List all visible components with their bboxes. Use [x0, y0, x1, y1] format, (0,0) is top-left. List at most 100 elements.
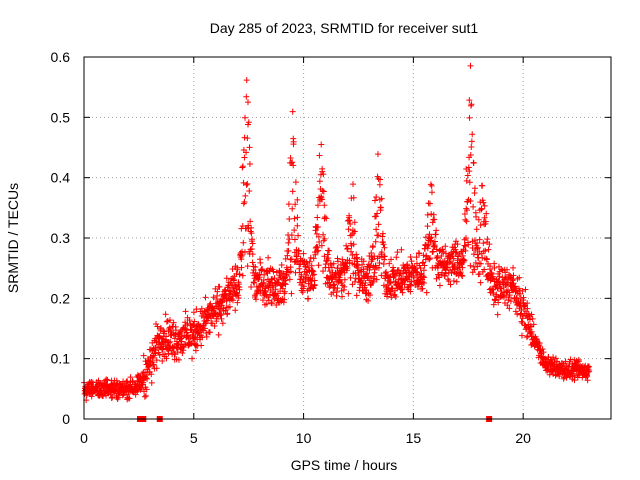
- plot-frame: [83, 56, 612, 420]
- data-point: [471, 185, 478, 192]
- x-tick-label: 15: [406, 430, 422, 446]
- data-point: [242, 114, 249, 121]
- data-point: [295, 232, 302, 239]
- data-point: [477, 260, 484, 267]
- data-point: [163, 318, 170, 325]
- data-point: [433, 275, 440, 282]
- data-point: [372, 238, 379, 245]
- data-point: [282, 255, 289, 262]
- y-tick-label: 0.5: [51, 109, 71, 125]
- data-point: [495, 277, 502, 284]
- data-point: [467, 197, 474, 204]
- data-point: [450, 255, 457, 262]
- data-point: [318, 196, 325, 203]
- data-point: [450, 277, 457, 284]
- data-point: [287, 154, 294, 161]
- data-point: [236, 286, 243, 293]
- data-point: [241, 198, 248, 205]
- data-point: [459, 273, 466, 280]
- data-point: [246, 144, 253, 151]
- data-point: [289, 205, 296, 212]
- data-point: [473, 226, 480, 233]
- data-point: [320, 268, 327, 275]
- data-point: [244, 99, 251, 106]
- data-point: [470, 159, 477, 166]
- data-point: [466, 168, 473, 175]
- data-point: [429, 249, 436, 256]
- data-point: [326, 268, 333, 275]
- data-point: [116, 390, 123, 397]
- data-point: [376, 259, 383, 266]
- data-point: [442, 243, 449, 250]
- data-point: [285, 247, 292, 254]
- data-point: [467, 262, 474, 269]
- x-tick-label: 10: [296, 430, 312, 446]
- data-point: [429, 219, 436, 226]
- data-point: [214, 313, 221, 320]
- data-point: [161, 351, 168, 358]
- data-point: [463, 207, 470, 214]
- data-point: [157, 324, 164, 331]
- data-point: [228, 296, 235, 303]
- data-point: [428, 234, 435, 241]
- data-point: [314, 202, 321, 209]
- data-point: [374, 210, 381, 217]
- data-point: [224, 310, 231, 317]
- data-point: [334, 285, 341, 292]
- data-point: [321, 235, 328, 242]
- data-point: [167, 338, 174, 345]
- data-point: [265, 254, 272, 261]
- data-point: [392, 293, 399, 300]
- data-point: [348, 248, 355, 255]
- data-point: [428, 189, 435, 196]
- data-point: [163, 355, 170, 362]
- data-point: [246, 188, 253, 195]
- data-point: [544, 365, 551, 372]
- data-point: [210, 294, 217, 301]
- data-point: [321, 214, 328, 221]
- data-point: [311, 277, 318, 284]
- data-point: [351, 219, 358, 226]
- data-point: [150, 355, 157, 362]
- data-point: [126, 395, 133, 402]
- data-point: [347, 274, 354, 281]
- data-point: [293, 257, 300, 264]
- data-point: [398, 246, 405, 253]
- data-point: [140, 352, 147, 359]
- data-point: [325, 255, 332, 262]
- data-point: [148, 371, 155, 378]
- data-point: [528, 311, 535, 318]
- data-point: [377, 176, 384, 183]
- data-point: [235, 292, 242, 299]
- data-point: [244, 263, 251, 270]
- data-point: [442, 270, 449, 277]
- data-point: [249, 251, 256, 258]
- data-point: [150, 361, 157, 368]
- data-point: [524, 300, 531, 307]
- data-point: [371, 197, 378, 204]
- data-point: [347, 220, 354, 227]
- data-point: [466, 179, 473, 186]
- grid: [84, 57, 611, 419]
- data-point: [108, 395, 115, 402]
- data-point: [462, 216, 469, 223]
- data-point: [316, 152, 323, 159]
- data-point: [292, 179, 299, 186]
- data-point: [320, 231, 327, 238]
- data-point: [165, 350, 172, 357]
- y-tick-label: 0.4: [51, 170, 71, 186]
- data-point: [427, 237, 434, 244]
- data-point: [362, 280, 369, 287]
- data-point: [146, 362, 153, 369]
- data-point: [519, 315, 526, 322]
- data-point: [248, 224, 255, 231]
- data-point: [546, 371, 553, 378]
- data-point: [326, 247, 333, 254]
- data-points: [81, 62, 593, 404]
- data-point: [463, 177, 470, 184]
- data-point: [250, 279, 257, 286]
- data-point: [530, 321, 537, 328]
- data-point: [467, 62, 474, 69]
- data-point: [300, 250, 307, 257]
- data-point: [381, 244, 388, 251]
